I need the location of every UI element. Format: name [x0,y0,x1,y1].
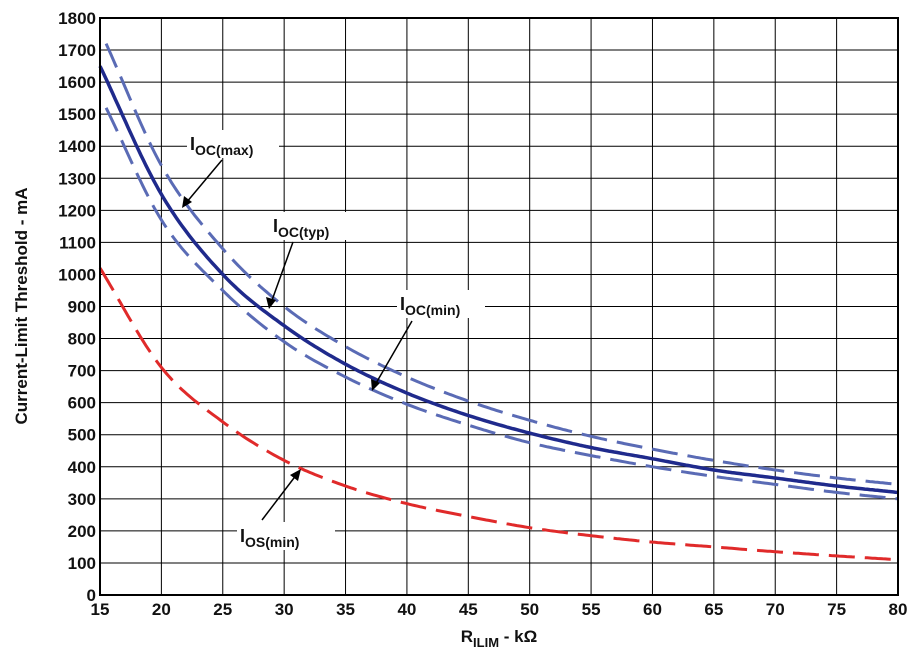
annotation-ioc-max-sub: OC(max) [195,142,253,158]
x-axis-title-main: R [461,627,473,646]
annotation-ioc-max-bg [187,130,279,158]
y-tick-label: 600 [68,394,96,413]
y-tick-labels: 0 100 200 300 400 500 600 700 800 900 1000 1100 1200… [58,9,96,605]
y-tick-label: 1500 [58,105,96,124]
x-tick-label: 20 [152,600,171,619]
x-tick-label: 65 [704,600,723,619]
annotation-ioc-max-arrow [185,159,223,204]
x-tick-label: 55 [582,600,601,619]
y-tick-label: 1700 [58,41,96,60]
x-tick-label: 30 [275,600,294,619]
x-tick-label: 50 [520,600,539,619]
y-tick-label: 1400 [58,137,96,156]
y-tick-label: 500 [68,426,96,445]
annotation-ioc-min-sub: OC(min) [405,302,460,318]
x-tick-label: 80 [889,600,908,619]
x-tick-label: 70 [766,600,785,619]
x-axis-title-suffix: - kΩ [499,627,537,646]
annotation-ioc-typ-main: I [273,216,278,236]
annotation-ios-min-main: I [240,526,245,546]
y-tick-label: 1300 [58,169,96,188]
series-line-iocmin [104,107,899,501]
annotation-ioc-min-bg [397,290,485,318]
annotation-ios-min-bg [237,522,335,550]
y-axis-title: Current-Limit Threshold - mA [12,187,31,424]
y-tick-label: 1800 [58,9,96,28]
x-tick-labels: 15 20 25 30 35 40 45 50 55 60 65 70 75 80 [91,600,908,619]
x-axis-title: RILIM - kΩ [461,627,537,650]
annotation-ios-min-label: IOS(min) [240,526,299,550]
series-line-ioctyp [98,65,899,495]
annotation-ioc-min-main: I [400,294,405,314]
annotation-ios-min: IOS(min) [237,469,335,550]
x-tick-label: 60 [643,600,662,619]
series-line-iocmax [104,42,899,486]
annotation-ioc-typ-arrow [270,241,294,304]
annotation-ioc-max: IOC(max) [182,130,279,208]
annotation-ioc-typ-bg [270,212,360,240]
y-tick-label: 1200 [58,201,96,220]
x-tick-label: 75 [827,600,846,619]
annotation-ios-min-arrowhead [290,469,301,481]
y-tick-label: 100 [68,554,96,573]
series-layer [98,42,899,562]
annotation-ioc-typ-arrowhead [266,297,276,309]
y-tick-label: 700 [68,362,96,381]
x-tick-label: 45 [459,600,478,619]
x-tick-label: 25 [213,600,232,619]
annotation-ioc-min-arrowhead [371,379,380,391]
annotation-ioc-typ-sub: OC(typ) [278,224,329,240]
annotation-ioc-min-arrow [374,320,413,386]
annotation-ioc-typ-label: IOC(typ) [273,216,329,240]
y-tick-label: 1100 [59,233,96,252]
plot-frame [99,17,899,596]
annotation-ioc-max-arrowhead [182,196,192,208]
x-axis-title-sub: ILIM [473,635,499,650]
annotation-ioc-min: IOC(min) [371,290,485,391]
x-tick-label: 15 [91,600,110,619]
y-tick-label: 1000 [58,265,96,284]
annotation-ios-min-arrow [261,473,298,521]
y-tick-label: 900 [68,298,96,317]
x-tick-label: 35 [336,600,355,619]
annotation-ioc-max-label: IOC(max) [190,134,253,158]
annotation-ios-min-sub: OS(min) [245,534,299,550]
y-tick-label: 200 [68,522,96,541]
annotation-ioc-min-label: IOC(min) [400,294,460,318]
annotation-ioc-max-main: I [190,134,195,154]
annotation-ioc-typ: IOC(typ) [266,212,360,309]
series-line-iosmin [98,267,899,562]
y-tick-label: 1600 [58,73,96,92]
y-tick-label: 800 [68,330,96,349]
y-tick-label: 400 [68,458,96,477]
y-tick-label: 0 [87,586,96,605]
y-tick-label: 300 [68,490,96,509]
x-tick-label: 40 [397,600,416,619]
